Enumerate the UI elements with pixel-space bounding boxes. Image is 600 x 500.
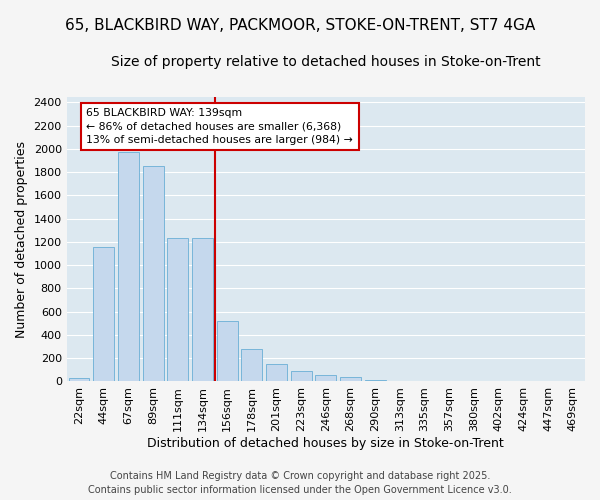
Bar [316,375,337,382]
Bar [118,152,139,382]
Y-axis label: Number of detached properties: Number of detached properties [15,140,28,338]
Bar [266,364,287,382]
Bar [167,238,188,382]
Bar [68,378,89,382]
Title: Size of property relative to detached houses in Stoke-on-Trent: Size of property relative to detached ho… [111,55,541,69]
Bar [365,380,386,382]
Text: Contains HM Land Registry data © Crown copyright and database right 2025.
Contai: Contains HM Land Registry data © Crown c… [88,471,512,495]
Bar [217,321,238,382]
X-axis label: Distribution of detached houses by size in Stoke-on-Trent: Distribution of detached houses by size … [148,437,504,450]
Bar [290,371,311,382]
Bar [241,350,262,382]
Bar [192,238,213,382]
Bar [143,166,164,382]
Text: 65 BLACKBIRD WAY: 139sqm
← 86% of detached houses are smaller (6,368)
13% of sem: 65 BLACKBIRD WAY: 139sqm ← 86% of detach… [86,108,353,144]
Text: 65, BLACKBIRD WAY, PACKMOOR, STOKE-ON-TRENT, ST7 4GA: 65, BLACKBIRD WAY, PACKMOOR, STOKE-ON-TR… [65,18,535,32]
Bar [389,381,410,382]
Bar [340,377,361,382]
Bar [93,246,114,382]
